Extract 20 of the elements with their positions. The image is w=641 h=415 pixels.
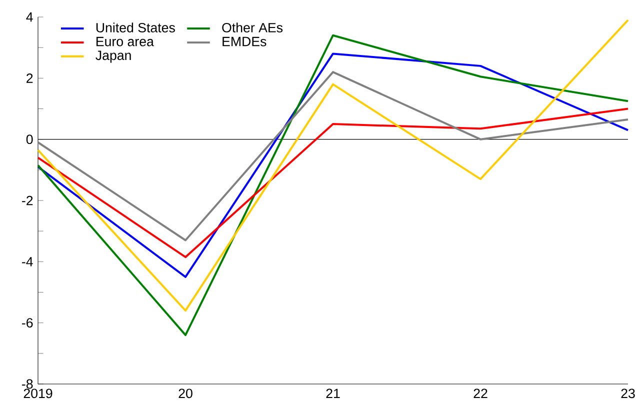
y-tick-label: -6: [22, 318, 33, 328]
line-series: [37, 52, 630, 278]
y-tick-label: -4: [22, 257, 33, 266]
legend-label: EMDEs: [222, 36, 266, 46]
x-tick-label: 23: [621, 388, 635, 398]
y-tick-label: 2: [26, 74, 33, 83]
x-tick-label: 21: [326, 388, 340, 398]
x-tick-label: 22: [474, 388, 488, 398]
x-tick-label: 20: [178, 388, 192, 398]
y-tick-label: -8: [22, 379, 33, 389]
legend-label: Japan: [96, 50, 131, 63]
line-series: [37, 108, 630, 258]
legend-label: Euro area: [96, 36, 154, 46]
line-series: [37, 71, 630, 242]
x-tick-label: 2019: [24, 388, 52, 398]
y-tick-label: -2: [22, 196, 33, 206]
legend-label: Other AEs: [222, 22, 283, 32]
y-tick-label: 0: [26, 134, 33, 144]
y-tick-label: 4: [26, 12, 33, 22]
legend-label: United States: [96, 22, 175, 32]
